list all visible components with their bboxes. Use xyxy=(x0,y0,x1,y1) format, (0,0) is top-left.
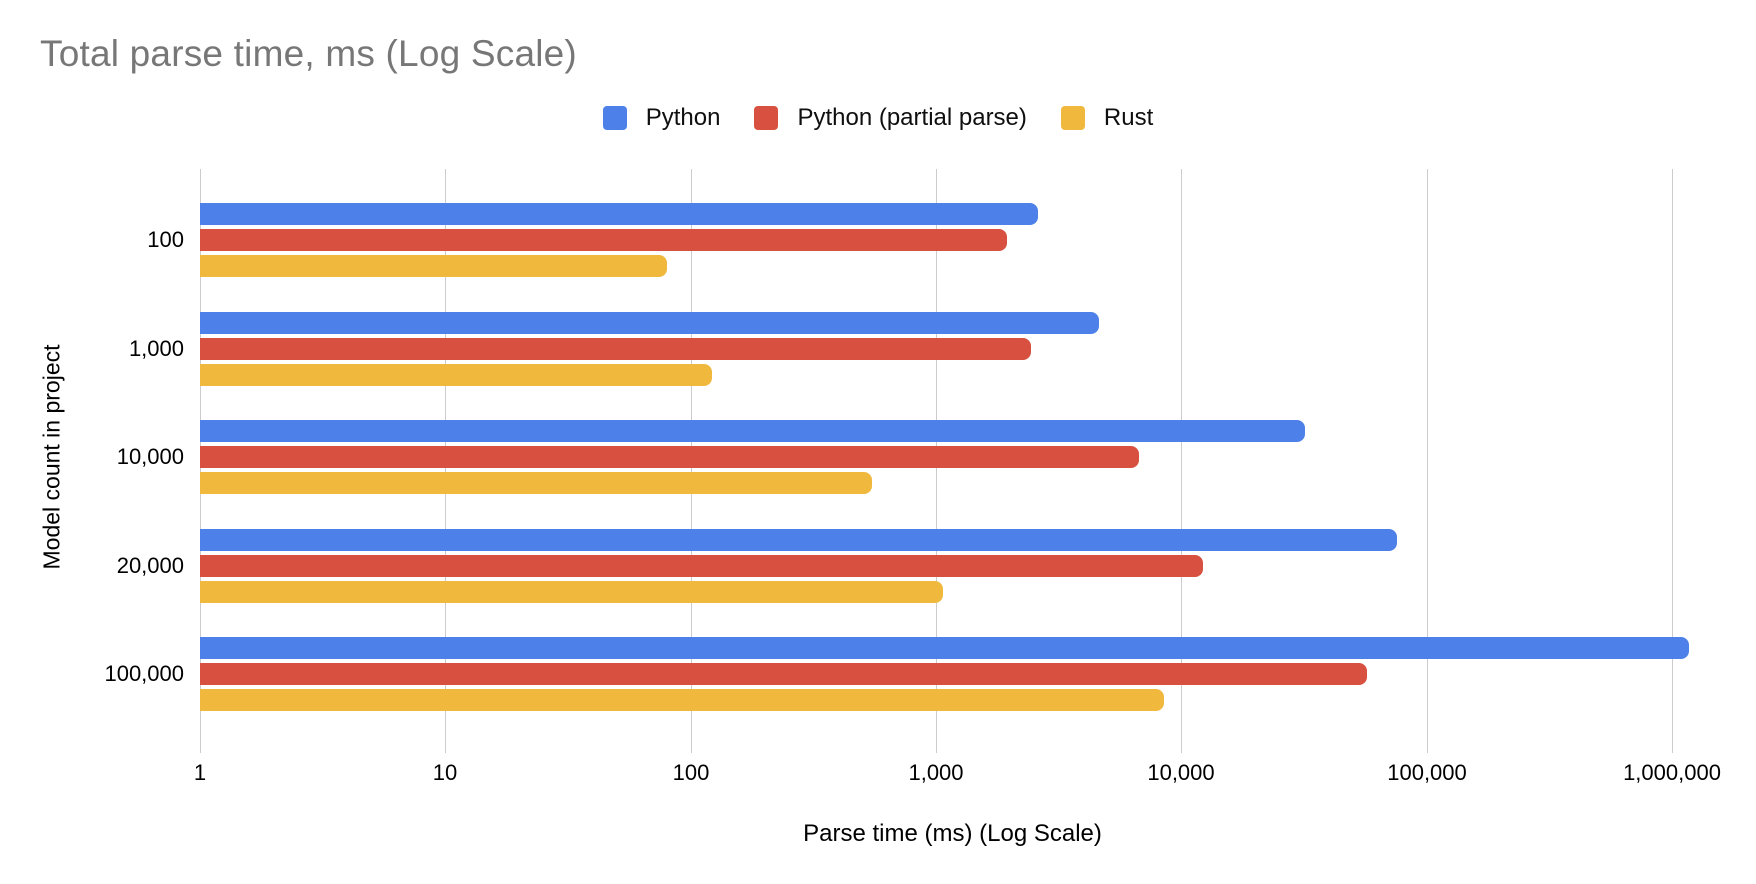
bar-group-20000: 20,000 xyxy=(117,528,1705,603)
legend-item-python: Python xyxy=(602,104,721,132)
legend-item-rust: Rust xyxy=(1060,104,1154,132)
bar-group-100000: 100,000 xyxy=(104,637,1705,711)
bar-python-partial-parse-100 xyxy=(200,229,1008,251)
category-label: 100 xyxy=(147,227,184,252)
y-axis-title: Model count in project xyxy=(38,344,65,570)
bar-groups: 100 1,000 10,000 20,000 100,000 xyxy=(104,203,1705,711)
bar-python-1000 xyxy=(200,311,1099,334)
axis-tick xyxy=(936,746,937,753)
x-tick-label: 1 xyxy=(193,760,207,785)
bar-group-10000: 10,000 xyxy=(117,420,1705,494)
x-tick-label: 10,000 xyxy=(1147,760,1215,785)
bar-python-100000 xyxy=(200,637,1689,659)
bar-python-10000 xyxy=(200,420,1306,442)
x-tick-label: 1,000,000 xyxy=(1623,760,1721,785)
axis-tick xyxy=(1427,746,1428,753)
legend-swatch-icon xyxy=(602,106,627,130)
gridline-1000000 xyxy=(1672,169,1673,746)
legend-label: Python xyxy=(645,104,721,131)
axis-tick xyxy=(1181,746,1182,753)
x-tick-label: 100,000 xyxy=(1387,760,1467,785)
bar-rust-100 xyxy=(200,255,667,277)
bar-python-partial-parse-100000 xyxy=(200,663,1367,685)
bar-python-20000 xyxy=(200,528,1398,551)
axis-tick xyxy=(1672,746,1673,753)
plot-area: 1 10 100 1,000 10,000 100,000 1,000,000 100 1,00… xyxy=(104,169,1721,785)
gridline-10000 xyxy=(1181,169,1182,746)
x-axis-title: Parse time (ms) (Log Scale) xyxy=(803,820,1102,847)
x-tick-label: 10 xyxy=(432,760,458,785)
bar-rust-100000 xyxy=(200,689,1164,711)
axis-tick xyxy=(445,746,446,753)
bar-group-1000: 1,000 xyxy=(129,311,1705,386)
axis-tick xyxy=(691,746,692,753)
category-label: 1,000 xyxy=(128,335,184,361)
x-tick-label: 100 xyxy=(672,760,710,785)
bar-group-100: 100 xyxy=(147,203,1705,277)
legend-swatch-icon xyxy=(1060,106,1085,130)
legend-swatch-icon xyxy=(754,106,779,130)
bar-rust-1000 xyxy=(200,363,712,386)
legend-item-python-partial-parse: Python (partial parse) xyxy=(754,104,1027,132)
bar-python-100 xyxy=(200,203,1038,225)
bar-rust-10000 xyxy=(200,472,873,494)
legend-label: Python (partial parse) xyxy=(797,104,1027,131)
x-tick-label: 1,000 xyxy=(908,760,964,785)
legend: Python Python (partial parse) Rust xyxy=(0,104,1756,132)
gridline-100000 xyxy=(1427,169,1428,746)
chart-title: Total parse time, ms (Log Scale) xyxy=(40,33,577,74)
axis-tick xyxy=(200,746,201,753)
category-label: 20,000 xyxy=(116,552,184,578)
legend-label: Rust xyxy=(1103,104,1154,131)
bar-python-partial-parse-20000 xyxy=(200,554,1204,577)
bar-python-partial-parse-10000 xyxy=(200,446,1139,468)
bar-rust-20000 xyxy=(200,580,944,603)
bar-python-partial-parse-1000 xyxy=(200,337,1032,360)
category-label: 100,000 xyxy=(104,661,184,686)
category-label: 10,000 xyxy=(116,444,184,469)
